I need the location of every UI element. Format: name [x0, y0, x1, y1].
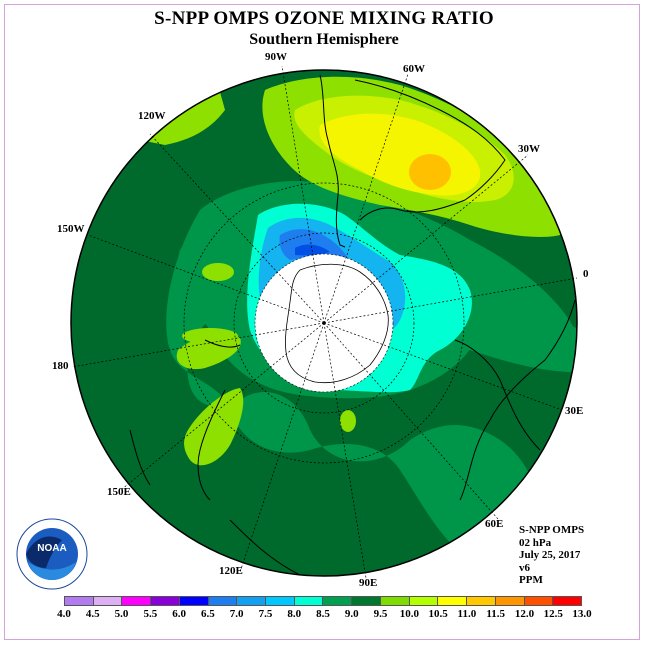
- legend-label: 8.5: [316, 608, 330, 620]
- legend-swatch: [524, 596, 554, 606]
- map-subtitle: Southern Hemisphere: [249, 31, 399, 48]
- map-title: S-NPP OMPS OZONE MIXING RATIO: [154, 8, 494, 29]
- legend-swatch: [553, 596, 582, 606]
- map-boundary: [70, 69, 578, 577]
- noaa-logo-text: NOAA: [37, 543, 66, 554]
- legend-label: 12.0: [514, 608, 535, 620]
- legend-swatch: [467, 596, 496, 606]
- lon-label-150w: 150W: [57, 223, 85, 235]
- lon-label-30w: 30W: [518, 143, 540, 155]
- instrument-label: S-NPP OMPS: [519, 524, 585, 536]
- legend-label: 11.0: [457, 608, 477, 620]
- legend-swatch: [122, 596, 152, 606]
- legend-swatch: [409, 596, 439, 606]
- legend-label: 5.0: [114, 608, 129, 620]
- legend-label: 9.5: [373, 608, 388, 620]
- legend-swatch: [294, 596, 324, 606]
- lon-label-120w: 120W: [138, 110, 166, 122]
- legend-swatch: [237, 596, 267, 606]
- legend-swatch: [352, 596, 381, 606]
- pressure-level: 02 hPa: [519, 536, 552, 549]
- legend-label: 10.5: [428, 608, 448, 620]
- noaa-logo: NOAA: [16, 518, 88, 590]
- legend-label: 13.0: [572, 608, 592, 620]
- lon-label-30e: 30E: [565, 405, 584, 417]
- color-scale: [64, 596, 582, 606]
- lon-label-180: 180: [52, 360, 69, 372]
- legend-swatch: [323, 596, 353, 606]
- legend-swatch: [380, 596, 410, 606]
- lon-label-0: 0: [583, 268, 589, 280]
- lon-label-90w: 90W: [265, 51, 287, 63]
- legend-label: 7.5: [258, 608, 273, 620]
- legend-label: 11.5: [486, 608, 505, 620]
- legend-swatch: [93, 596, 123, 606]
- lon-label-60w: 60W: [403, 63, 425, 75]
- legend-swatch: [438, 596, 468, 606]
- legend-label: 9.0: [344, 608, 359, 620]
- legend-label: 6.0: [172, 608, 186, 620]
- legend-swatch: [495, 596, 525, 606]
- legend-swatch: [151, 596, 180, 606]
- legend-swatch: [266, 596, 295, 606]
- image-frame: [4, 4, 640, 640]
- antarctica-coastline: [285, 263, 389, 384]
- legend-label: 7.0: [229, 608, 244, 620]
- legend-label: 6.5: [201, 608, 215, 620]
- lon-label-90e: 90E: [359, 577, 378, 589]
- legend-label: 10.0: [399, 608, 419, 620]
- legend-swatch: [64, 596, 94, 606]
- legend-swatch: [179, 596, 209, 606]
- lon-label-150e: 150E: [107, 486, 131, 498]
- legend-swatch: [208, 596, 238, 606]
- legend-label: 8.0: [287, 608, 302, 620]
- legend-label: 4.0: [57, 608, 71, 620]
- units-label: PPM: [519, 574, 543, 587]
- date-label: July 25, 2017: [519, 549, 581, 562]
- legend-label: 12.5: [543, 608, 563, 620]
- lon-label-60e: 60E: [485, 518, 504, 530]
- graticule: [71, 65, 578, 579]
- version-label: v6: [519, 561, 530, 574]
- legend-label: 4.5: [85, 608, 100, 620]
- lon-label-120e: 120E: [219, 565, 243, 577]
- product-info: S-NPP OMPS 02 hPa July 25, 2017 v6 PPM: [519, 524, 584, 587]
- color-scale-labels: 4.0 4.5 5.0 5.5 6.0 6.5 7.0 7.5 8.0 8.5 9.0 9.5 10.0…: [0, 608, 648, 622]
- legend-label: 5.5: [143, 608, 158, 620]
